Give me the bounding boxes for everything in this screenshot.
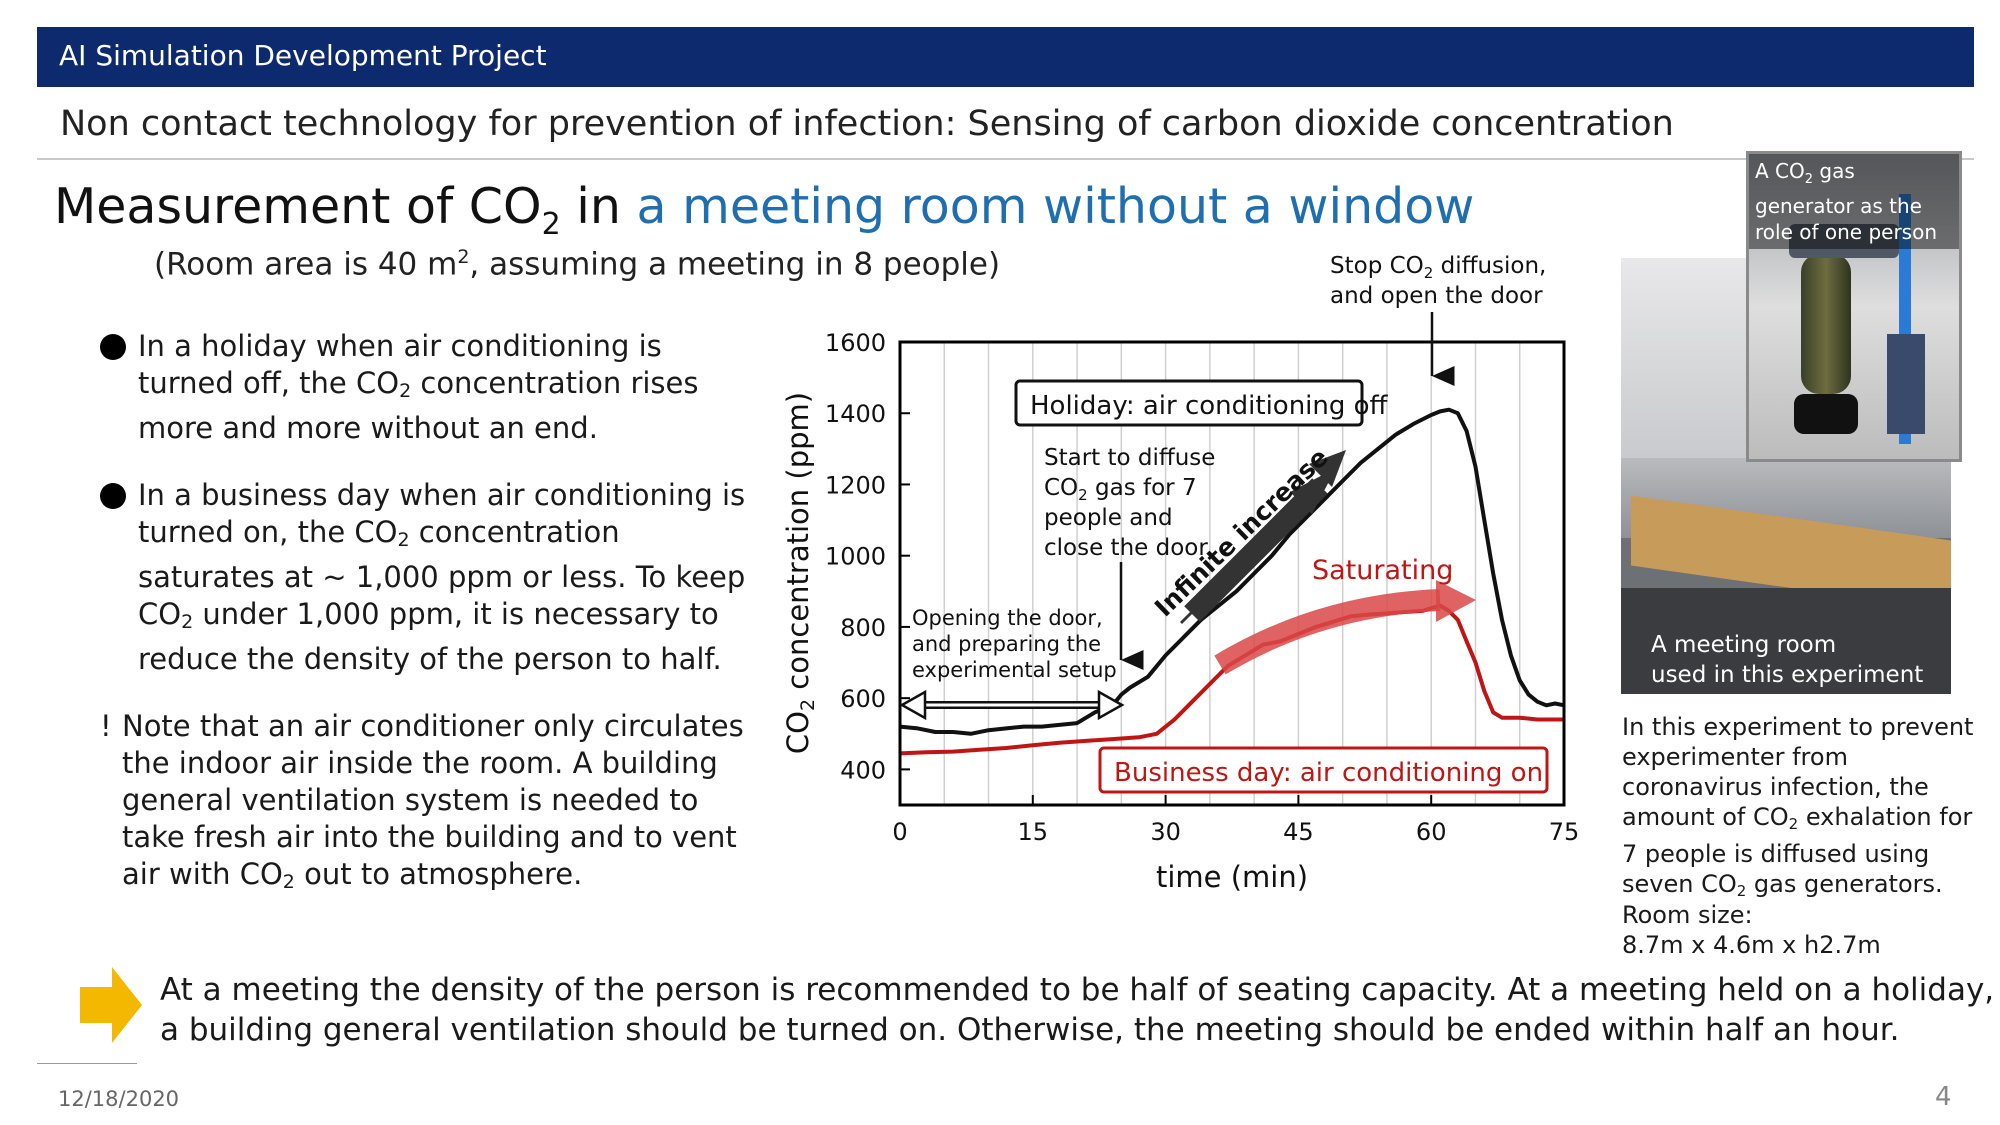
meeting-photo-caption-2: used in this experiment [1651,662,1924,688]
start-annotation-line2: CO2 gas for 7 [1044,475,1197,504]
opening-span-arrow-right-head [1097,689,1125,721]
room-size-value: 8.7m x 4.6m x h2.7m [1622,931,1881,959]
room-note: (Room area is 40 m2, assuming a meeting … [154,246,1001,283]
y-tick-label: 1400 [825,400,886,428]
footer-divider [37,1063,137,1064]
stop-annotation-line1: Stop CO2 diffusion, [1330,253,1546,282]
y-tick-label: 600 [840,685,886,713]
x-axis-label: time (min) [1156,860,1308,894]
bullet-business-day: In a business day when air conditioning … [100,477,760,678]
y-tick-label: 1600 [825,329,886,357]
bullet-holiday: In a holiday when air conditioning is tu… [100,328,760,447]
ventilation-note: ! Note that an air conditioner only circ… [100,709,744,893]
conclusion-arrow-icon [80,967,142,1043]
saturating-arrow [1214,589,1441,675]
x-tick-label: 30 [1150,818,1181,846]
start-annotation-line1: Start to diffuse [1044,445,1215,471]
opening-annotation-line2: and preparing the [912,632,1101,656]
saturating-arrow-head [1436,580,1476,622]
conclusion-line-1: At a meeting the density of the person i… [160,972,1995,1008]
title-highlight: a meeting room without a window [636,178,1475,235]
holiday-series-line [899,407,1565,736]
business-label-box [1098,746,1549,794]
start-annotation-line4: close the door [1044,535,1208,561]
generator-photo-caption: A CO2 gas generator as the role of one p… [1749,154,1959,249]
y-tick-label: 1200 [825,471,886,499]
conclusion: At a meeting the density of the person i… [160,970,1994,1050]
header-banner: AI Simulation Development Project [37,27,1974,87]
stop-annotation-line2: and open the door [1330,283,1543,309]
opening-annotation-line1: Opening the door, [912,606,1103,630]
saturating-label: Saturating [1312,555,1453,586]
bullet-dot-icon [100,483,126,509]
plot-frame [898,340,1566,807]
co2-chart: 0 15 30 45 60 75 400 600 800 1000 1200 1400 1600 CO2… [781,253,1580,894]
experiment-note: In this experiment to prevent experiment… [1622,713,1974,900]
holiday-label-box [1014,379,1364,427]
infinite-increase-arrow-shaft [1184,478,1328,622]
gas-generator-photo: A CO2 gas generator as the role of one p… [1746,151,1962,462]
x-tick-label: 0 [892,818,907,846]
x-tick-label: 60 [1416,818,1447,846]
conclusion-line-2: a building general ventilation should be… [160,1012,1900,1048]
page-number: 4 [1935,1082,1952,1112]
y-axis-label: CO2 concentration (ppm) [781,392,819,754]
room-size: Room size: 8.7m x 4.6m x h2.7m [1622,900,1881,960]
slide-subtitle: Non contact technology for prevention of… [60,104,1674,144]
banner-title: AI Simulation Development Project [59,39,547,72]
footer-date: 12/18/2020 [58,1087,180,1111]
x-tick-label: 45 [1283,818,1314,846]
header-divider [37,158,1974,160]
infinite-increase-arrow-head [1309,450,1346,487]
opening-annotation-line3: experimental setup [912,658,1117,682]
opening-span-arrow-left-head [899,689,927,721]
bullet-dot-icon [100,334,126,360]
bullet-list: In a holiday when air conditioning is tu… [100,328,760,901]
x-tick-label: 15 [1018,818,1049,846]
x-tick-label: 75 [1549,818,1580,846]
exclamation-icon: ! [100,709,112,743]
y-tick-label: 1000 [825,543,886,571]
room-size-label: Room size: [1622,901,1753,929]
slide-title: Measurement of CO2 in a meeting room wit… [54,178,1475,242]
y-tick-label: 800 [840,614,886,642]
y-tick-label: 400 [840,756,886,784]
start-annotation-line3: people and [1044,505,1173,531]
meeting-photo-caption-1: A meeting room [1651,632,1837,658]
holiday-label: Holiday: air conditioning off [1030,391,1389,421]
business-label: Business day: air conditioning on [1114,758,1543,788]
